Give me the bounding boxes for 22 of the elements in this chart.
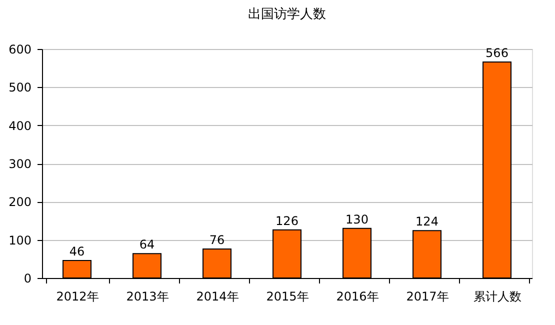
data-label: 46: [69, 244, 85, 258]
y-tick-label: 500: [8, 80, 32, 95]
data-label: 566: [486, 46, 508, 60]
y-tick-label: 0: [24, 272, 32, 286]
y-tick-label: 300: [8, 157, 32, 171]
data-label: 126: [276, 214, 298, 228]
data-label: 64: [139, 238, 155, 252]
x-tick-label: 2016年: [336, 290, 379, 304]
y-tick-label: 400: [8, 118, 32, 133]
chart-title: 出国访学人数: [248, 6, 326, 22]
y-tick-label: 200: [8, 195, 32, 210]
y-tick-label: 100: [8, 233, 32, 248]
data-label: 130: [346, 212, 368, 226]
y-tick-label: 600: [8, 42, 32, 56]
x-tick-label: 累计人数: [474, 290, 522, 304]
x-tick-label: 2015年: [266, 290, 309, 304]
x-tick-label: 2012年: [56, 290, 99, 304]
data-label: 124: [416, 214, 438, 229]
x-tick-label: 2017年: [406, 290, 449, 304]
x-tick-label: 2014年: [196, 290, 239, 304]
x-tick-label: 2013年: [126, 290, 169, 304]
data-label: 76: [209, 232, 225, 247]
